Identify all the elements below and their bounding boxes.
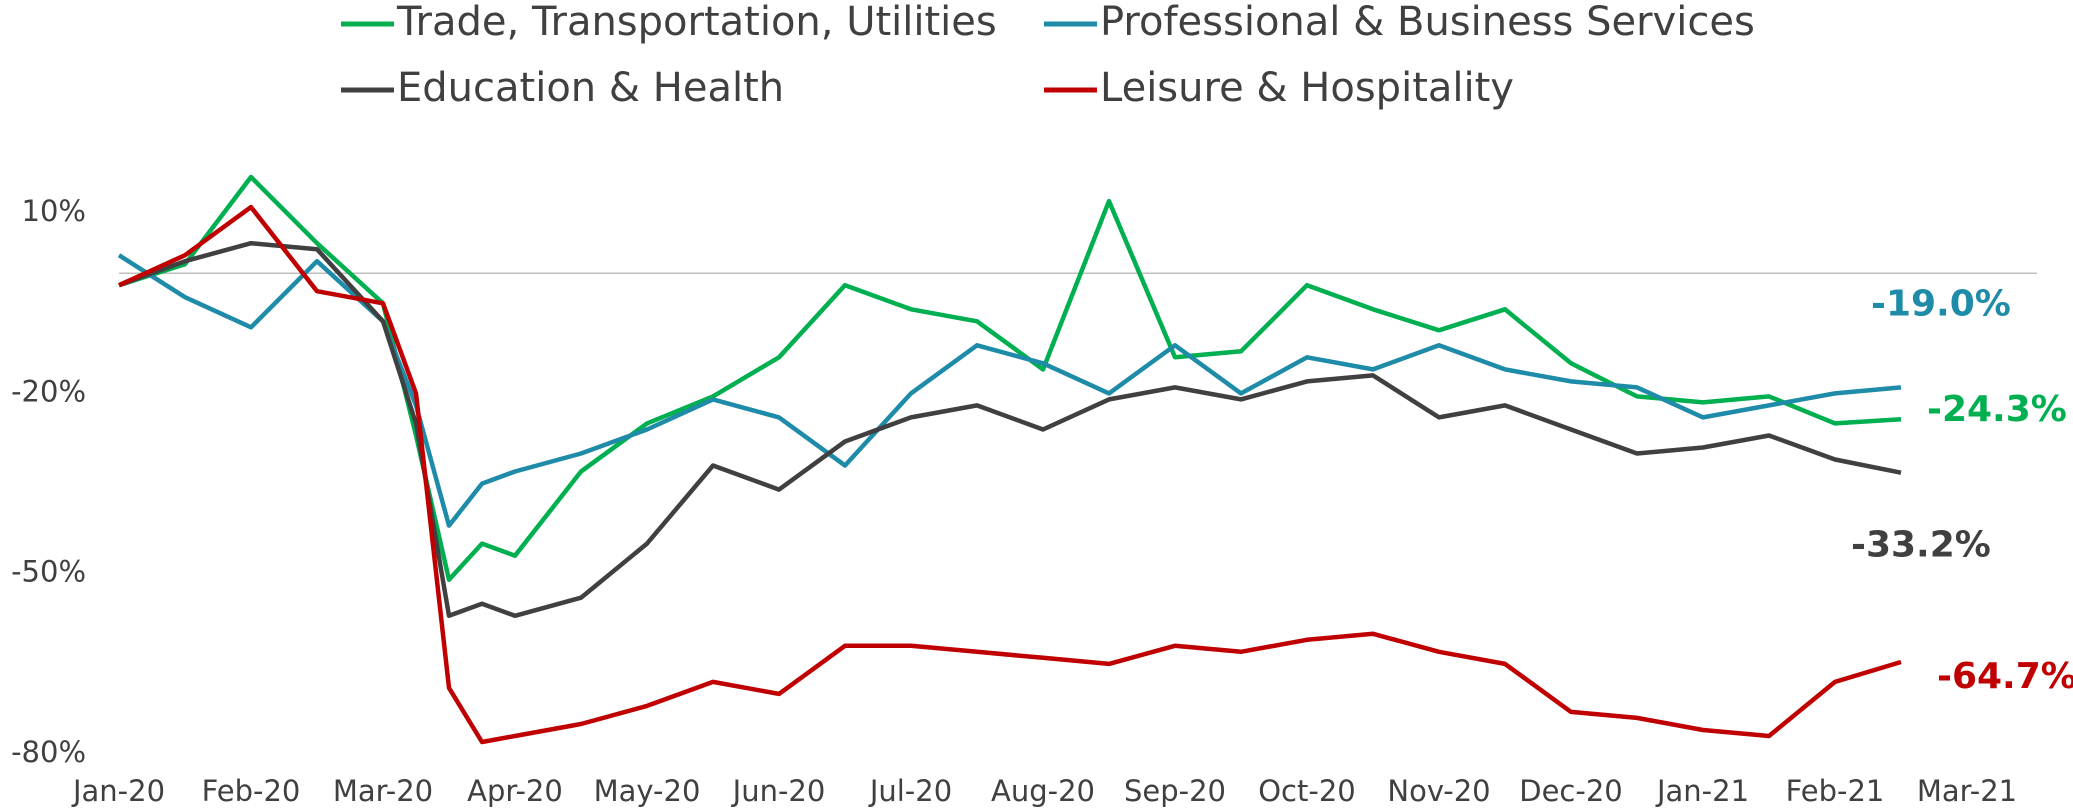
- series-line: [118, 174, 1902, 582]
- x-tick-label: May-20: [594, 774, 701, 808]
- x-tick-label: Mar-20: [333, 774, 433, 808]
- x-tick-label: Jun-20: [731, 774, 826, 808]
- x-tick-label: Jan-20: [71, 774, 165, 808]
- x-tick-label: Feb-21: [1786, 774, 1885, 808]
- legend-label: Leisure & Hospitality: [1100, 65, 1514, 111]
- x-tick-label: Dec-20: [1519, 774, 1622, 808]
- x-tick-label: Jan-21: [1655, 774, 1749, 808]
- x-tick-label: Mar-21: [1917, 774, 2017, 808]
- x-tick-label: Jul-20: [868, 774, 952, 808]
- y-tick-label: -20%: [11, 374, 86, 408]
- legend-label: Professional & Business Services: [1100, 0, 1755, 45]
- x-tick-label: Oct-20: [1258, 774, 1356, 808]
- x-tick-label: Aug-20: [991, 774, 1095, 808]
- legend-label: Trade, Transportation, Utilities: [396, 0, 997, 45]
- legend-label: Education & Health: [397, 65, 784, 111]
- x-tick-label: Sep-20: [1124, 774, 1226, 808]
- end-label: -19.0%: [1871, 283, 2011, 324]
- x-tick-label: Feb-20: [202, 774, 301, 808]
- x-tick-label: Apr-20: [467, 774, 563, 808]
- series-line: [118, 204, 1902, 745]
- end-label: -33.2%: [1851, 525, 1991, 566]
- x-tick-label: Nov-20: [1387, 774, 1490, 808]
- end-label: -64.7%: [1937, 656, 2073, 697]
- y-tick-label: -50%: [11, 555, 86, 589]
- series-line: [118, 240, 1902, 619]
- end-label: -24.3%: [1927, 389, 2067, 430]
- series-line: [117, 253, 1902, 528]
- y-tick-label: 10%: [22, 194, 86, 228]
- y-tick-label: -80%: [11, 735, 86, 769]
